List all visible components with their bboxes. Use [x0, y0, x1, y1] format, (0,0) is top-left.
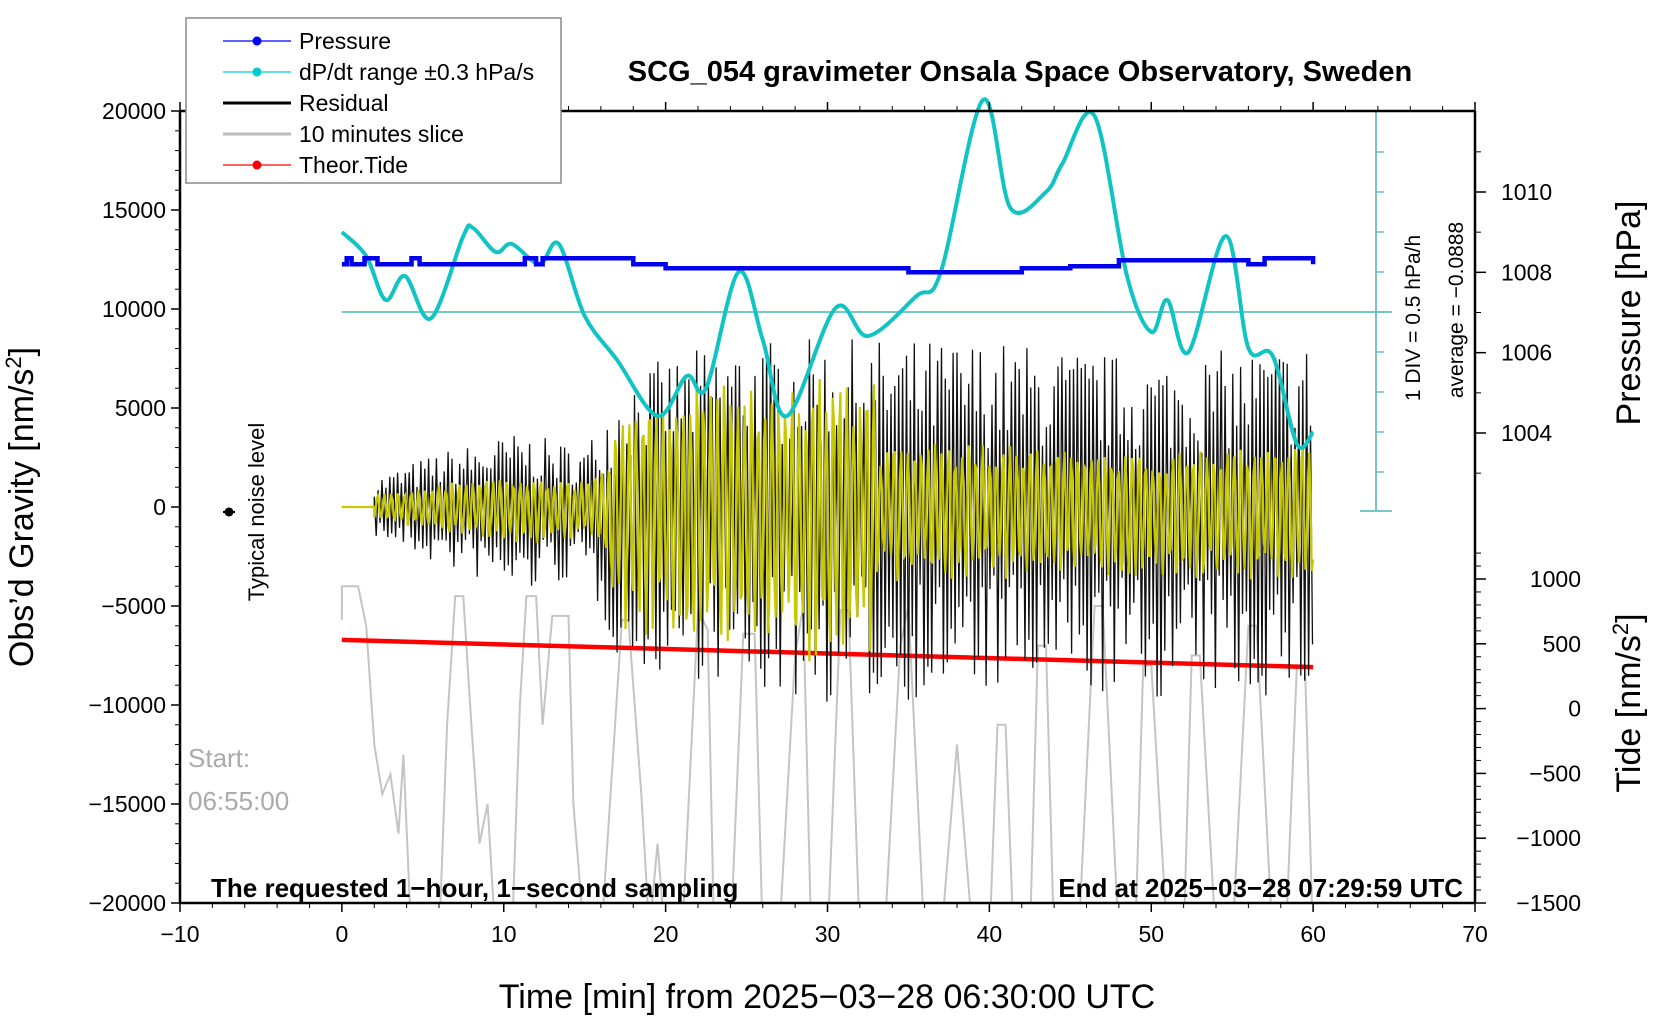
pressure-tick-label: 1010 — [1501, 179, 1552, 205]
slice-series — [340, 585, 1313, 903]
x-axis-title: Time [min] from 2025−03−28 06:30:00 UTC — [499, 978, 1155, 1016]
y-axis-title-left-close: ] — [3, 347, 41, 356]
tide-tick-label: −1500 — [1516, 890, 1581, 916]
y-axis-title-tide-close: ] — [1610, 613, 1648, 622]
legend-swatch-marker — [252, 67, 262, 77]
legend-label: Residual — [299, 90, 389, 116]
dpdt-line — [340, 97, 1315, 450]
x-tick-label: 50 — [1138, 921, 1164, 947]
legend-swatch-marker — [252, 160, 262, 170]
dpdt-div-label: 1 DIV = 0.5 hPa/h — [1402, 235, 1425, 401]
tide-tick-label: 500 — [1543, 631, 1581, 657]
tide-tick-label: 1000 — [1530, 566, 1581, 592]
tide-tick-label: 0 — [1568, 696, 1581, 722]
end-time-note: End at 2025−03−28 07:29:59 UTC — [1058, 873, 1463, 903]
dpdt-series — [340, 97, 1315, 450]
pressure-line — [341, 256, 1316, 275]
y-tick-label: 0 — [153, 494, 166, 520]
x-tick-label: 70 — [1462, 921, 1488, 947]
chart-title: SCG_054 gravimeter Onsala Space Observat… — [628, 56, 1412, 88]
tide-tick-label: −1000 — [1516, 825, 1581, 851]
noise-level-label: Typical noise level — [244, 423, 269, 602]
legend: Pressure dP/dt range ±0.3 hPa/s Residual 10… — [185, 17, 562, 184]
legend-label: dP/dt range ±0.3 hPa/s — [299, 59, 534, 85]
y-axis-title-tide-sup: 2 — [1608, 623, 1633, 635]
x-tick-label: 60 — [1300, 921, 1326, 947]
y-tick-label: 5000 — [115, 395, 166, 421]
start-time: 06:55:00 — [188, 786, 289, 816]
dpdt-average-label: average = −0.0888 — [1445, 222, 1468, 398]
legend-swatch-marker — [252, 36, 262, 46]
y-tick-label: −10000 — [89, 692, 166, 718]
tide-tick-label: −500 — [1529, 760, 1581, 786]
legend-label: Pressure — [299, 28, 391, 54]
y-axis-title-tide-base: Tide [nm/s — [1610, 635, 1648, 792]
legend-label: Theor.Tide — [299, 152, 408, 178]
x-tick-label: 0 — [335, 921, 348, 947]
x-tick-label: −10 — [160, 921, 199, 947]
legend-label: 10 minutes slice — [299, 121, 464, 147]
x-tick-label: 30 — [815, 921, 841, 947]
y-axis-title-pressure: Pressure [hPa] — [1610, 201, 1648, 426]
y-axis-title-left-sup: 2 — [1, 356, 26, 368]
pressure-tick-label: 1004 — [1501, 420, 1552, 446]
y-axis-title-tide: Tide [nm/s2] — [1608, 613, 1648, 792]
y-axis-title-left: Obs’d Gravity [nm/s2] — [1, 347, 41, 667]
slice-line — [340, 585, 1313, 903]
y-tick-label: 15000 — [102, 197, 166, 223]
y-tick-label: −20000 — [89, 890, 166, 916]
y-tick-label: −5000 — [101, 593, 166, 619]
y-tick-label: 10000 — [102, 296, 166, 322]
start-label: Start: — [188, 743, 250, 773]
pressure-tick-label: 1008 — [1501, 259, 1552, 285]
pressure-series — [341, 256, 1316, 275]
pressure-tick-label: 1006 — [1501, 340, 1552, 366]
filtered-series — [341, 378, 1315, 662]
y-axis-title-left-base: Obs’d Gravity [nm/s — [3, 369, 41, 668]
legend-box — [185, 17, 562, 184]
sampling-note: The requested 1−hour, 1−second sampling — [211, 873, 738, 903]
x-tick-label: 40 — [977, 921, 1003, 947]
dpdt-axis — [341, 111, 1392, 512]
filtered-line — [341, 378, 1315, 662]
x-tick-label: 20 — [653, 921, 679, 947]
y-tick-label: 20000 — [102, 98, 166, 124]
ticks: −10 0 10 20 30 40 50 60 70−20000−15000−10000−500… — [89, 98, 1581, 947]
y-tick-label: −15000 — [89, 791, 166, 817]
x-tick-label: 10 — [491, 921, 517, 947]
